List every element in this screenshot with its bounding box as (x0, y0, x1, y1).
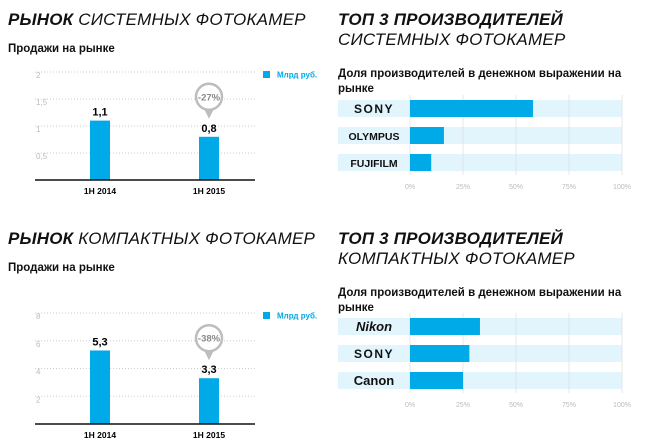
y-tick-label: 1,5 (36, 98, 48, 107)
x-tick-label: 25% (456, 402, 470, 409)
subtitle: Продажи на рынке (8, 43, 115, 55)
subtitle: Продажи на рынке (8, 262, 115, 274)
bar-track (338, 372, 622, 389)
y-tick-label: 2 (36, 71, 41, 80)
bar (410, 345, 470, 362)
bar (199, 378, 219, 424)
x-tick-label: 25% (456, 184, 470, 191)
brand-logo: FUJIFILM (350, 158, 397, 170)
title-bold: РЫНОК (8, 10, 74, 29)
compact-share-chart: 0% 25% 50% 75% 100% Nikon SONY Canon (338, 313, 631, 409)
change-label: -38% (198, 334, 221, 345)
subtitle: Доля производителей в денежном выражении… (338, 287, 622, 314)
change-badge (194, 323, 224, 353)
brand-logo: OLYMPUS (349, 131, 400, 143)
bar (410, 127, 444, 144)
section-title-compact-top3: ТОП 3 ПРОИЗВОДИТЕЛЕЙ КОМПАКТНЫХ ФОТОКАМЕР (338, 229, 638, 269)
brand-logo: SONY (354, 102, 394, 116)
title-rest: СИСТЕМНЫХ ФОТОКАМЕР (78, 10, 306, 29)
x-tick-label: 1H 2015 (193, 430, 225, 440)
y-tick-label: 8 (36, 312, 41, 321)
y-tick-label: 6 (36, 340, 41, 349)
section-title-system-market: РЫНОК СИСТЕМНЫХ ФОТОКАМЕР (8, 10, 306, 30)
x-tick-label: 1H 2015 (193, 186, 225, 196)
bar (410, 154, 432, 171)
x-tick-label: 50% (509, 184, 523, 191)
brand-logo: Canon (354, 373, 395, 388)
bar-track (338, 154, 622, 171)
x-tick-label: 0% (405, 184, 415, 191)
bar (90, 120, 110, 180)
bar-track (338, 127, 622, 144)
x-tick-label: 75% (562, 402, 576, 409)
title-rest: СИСТЕМНЫХ ФОТОКАМЕР (338, 30, 566, 49)
title-rest: КОМПАКТНЫХ ФОТОКАМЕР (338, 249, 575, 268)
x-tick-label: 1H 2014 (84, 186, 116, 196)
change-badge (194, 82, 224, 112)
y-tick-label: 0,5 (36, 152, 48, 161)
system-share-chart: 0% 25% 50% 75% 100% SONY OLYMPUS FUJIFILM (338, 95, 631, 191)
change-label: -27% (198, 92, 221, 103)
bar (410, 372, 463, 389)
title-bold: ТОП 3 ПРОИЗВОДИТЕЛЕЙ (338, 229, 563, 248)
title-rest: КОМПАКТНЫХ ФОТОКАМЕР (78, 229, 316, 248)
value-label: 0,8 (201, 123, 216, 135)
bar (410, 318, 480, 335)
title-bold: РЫНОК (8, 229, 74, 248)
y-tick-label: 1 (36, 125, 41, 134)
x-tick-label: 1H 2014 (84, 430, 116, 440)
bar (199, 136, 219, 180)
bar (410, 100, 533, 117)
x-tick-label: 0% (405, 402, 415, 409)
x-tick-label: 100% (613, 184, 631, 191)
y-tick-label: 4 (36, 368, 41, 377)
legend-swatch (263, 312, 270, 319)
section-title-compact-market: РЫНОК КОМПАКТНЫХ ФОТОКАМЕР (8, 229, 315, 249)
subtitle: Доля производителей в денежном выражении… (338, 68, 622, 95)
legend-label: Млрд руб. (277, 71, 317, 80)
compact-sales-chart: 2 4 6 8 5,3 1H 2014 3,3 1H 2015 -38% Млрд руб. (35, 312, 317, 440)
value-label: 1,1 (92, 107, 107, 119)
legend-swatch (263, 71, 270, 78)
bar-track (338, 345, 622, 362)
x-tick-label: 50% (509, 402, 523, 409)
bar (90, 350, 110, 424)
title-bold: ТОП 3 ПРОИЗВОДИТЕЛЕЙ (338, 10, 563, 29)
system-sales-chart: 0,5 1 1,5 2 1,1 1H 2014 0,8 1H 2015 -27% Млрд руб… (35, 71, 317, 196)
y-tick-label: 2 (36, 395, 41, 404)
brand-logo: SONY (354, 347, 394, 361)
bar-track (338, 318, 622, 335)
section-title-system-top3: ТОП 3 ПРОИЗВОДИТЕЛЕЙ СИСТЕМНЫХ ФОТОКАМЕР (338, 10, 638, 50)
x-tick-label: 100% (613, 402, 631, 409)
legend-label: Млрд руб. (277, 312, 317, 321)
value-label: 5,3 (92, 336, 107, 348)
x-tick-label: 75% (562, 184, 576, 191)
brand-logo: Nikon (356, 319, 392, 334)
value-label: 3,3 (201, 364, 216, 376)
